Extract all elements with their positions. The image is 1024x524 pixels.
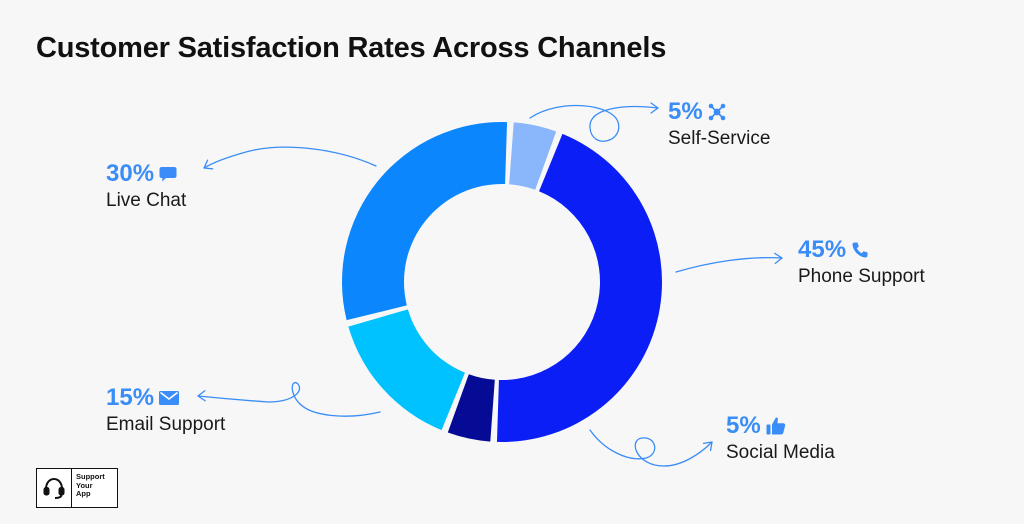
leader-arrow-email-support	[197, 381, 381, 417]
value-text-social-media: 5%	[726, 412, 761, 439]
value-label-email-support: 15%	[106, 384, 225, 412]
headset-icon	[37, 469, 72, 507]
donut-slice-phone-support	[496, 133, 662, 442]
value-text-phone-support: 45%	[798, 236, 847, 263]
leader-arrow-social-media	[589, 429, 713, 467]
chat-bubble-icon	[158, 164, 178, 184]
value-label-live-chat: 30%	[106, 160, 186, 188]
label-email-support: 15% Email Support	[106, 384, 225, 438]
category-label-phone-support: Phone Support	[798, 266, 925, 287]
phone-icon	[850, 240, 870, 260]
logo-line-3: App	[76, 489, 91, 498]
donut-slice-self-service	[509, 122, 557, 190]
logo-line-2: Your	[76, 480, 93, 490]
label-self-service: 5% Self-Service	[668, 98, 770, 152]
arrowhead-phone-support	[774, 252, 783, 265]
label-phone-support: 45% Phone Support	[798, 236, 925, 290]
donut-slice-email-support	[348, 309, 465, 431]
value-text-live-chat: 30%	[106, 160, 155, 187]
donut-slice-live-chat	[342, 122, 508, 321]
value-text-self-service: 5%	[668, 98, 703, 125]
thumbs-up-icon	[765, 416, 787, 436]
arrowhead-social-media	[702, 441, 713, 452]
leader-arrow-self-service	[529, 104, 659, 142]
value-label-self-service: 5%	[668, 98, 770, 126]
value-label-social-media: 5%	[726, 412, 835, 440]
category-label-live-chat: Live Chat	[106, 190, 187, 211]
value-label-phone-support: 45%	[798, 236, 925, 264]
logo-line-1: Support	[76, 472, 105, 481]
logo-text: Support Your App	[72, 469, 105, 507]
label-social-media: 5% Social Media	[726, 412, 835, 466]
category-label-self-service: Self-Service	[668, 128, 771, 149]
arrowhead-self-service	[650, 102, 659, 114]
leader-arrow-live-chat	[203, 146, 377, 169]
support-your-app-logo: Support Your App	[36, 468, 118, 508]
envelope-icon	[158, 389, 180, 407]
arrowhead-email-support	[197, 390, 206, 402]
value-text-email-support: 15%	[106, 384, 155, 411]
leader-arrow-phone-support	[675, 256, 783, 273]
donut-slice-social-media	[447, 374, 495, 442]
chart-title: Customer Satisfaction Rates Across Chann…	[36, 32, 667, 64]
category-label-social-media: Social Media	[726, 442, 835, 463]
label-live-chat: 30% Live Chat	[106, 160, 186, 214]
arrowhead-live-chat	[203, 159, 214, 170]
network-icon	[707, 102, 727, 122]
category-label-email-support: Email Support	[106, 414, 226, 435]
